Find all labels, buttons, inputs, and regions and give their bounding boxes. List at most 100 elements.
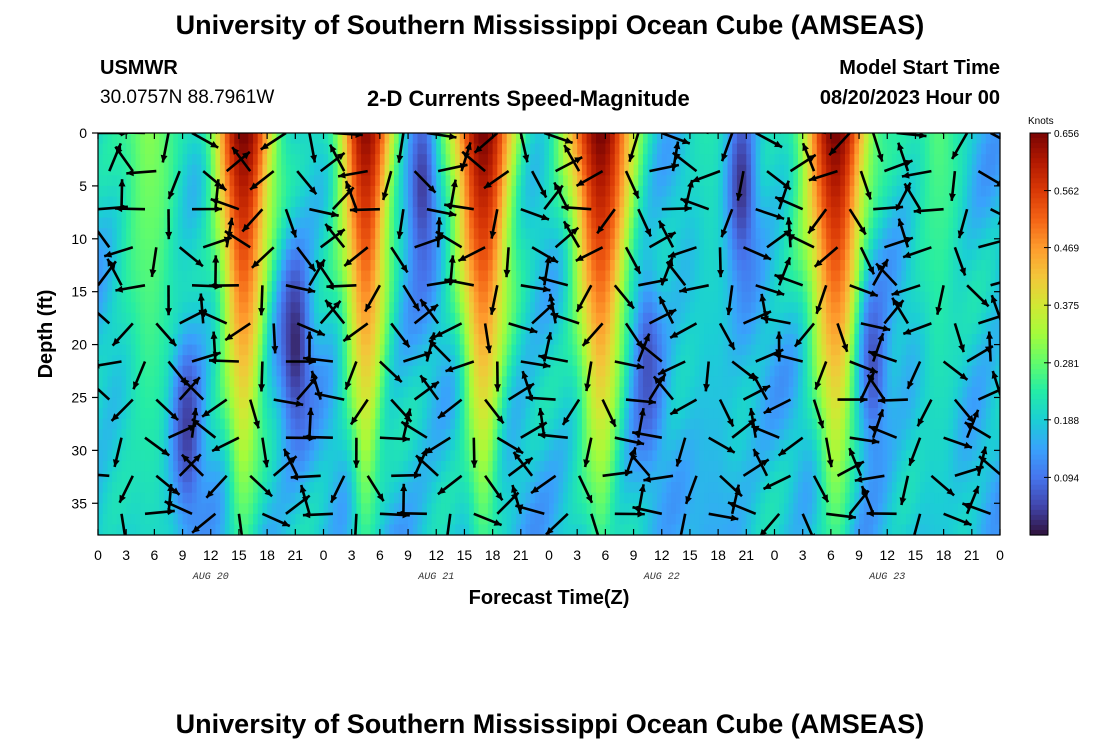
heat-cell [432,207,437,218]
heat-cell [577,186,582,197]
heat-cell [187,175,192,186]
heat-cell [319,376,324,387]
heat-cell [131,196,136,207]
heat-cell [403,366,408,377]
heat-cell [643,387,648,398]
heat-cell [676,419,681,430]
heat-cell [291,144,296,155]
heat-cell [154,196,159,207]
heat-cell [201,493,206,504]
heat-cell [549,165,554,176]
heat-cell [483,376,488,387]
heat-cell [676,239,681,250]
heat-cell [187,514,192,525]
heat-cell [417,334,422,345]
heat-cell [309,228,314,239]
heat-cell [516,292,521,303]
heat-cell [126,450,131,461]
heat-cell [554,440,559,451]
heat-cell [638,144,643,155]
heat-cell [408,366,413,377]
heat-cell [615,271,620,282]
heat-cell [164,366,169,377]
heat-cell [681,345,686,356]
heat-cell [695,440,700,451]
heat-cell [704,440,709,451]
heat-cell [159,207,164,218]
heat-cell [324,397,329,408]
heat-cell [215,493,220,504]
heat-cell [544,387,549,398]
heat-cell [394,440,399,451]
heat-cell [610,196,615,207]
heat-cell [601,450,606,461]
heat-cell [497,154,502,165]
heat-cell [370,440,375,451]
heat-cell [540,260,545,271]
heat-cell [676,429,681,440]
heat-cell [530,440,535,451]
heat-cell [427,366,432,377]
heat-cell [483,355,488,366]
heat-cell [197,366,202,377]
heat-cell [154,334,159,345]
heat-cell [291,186,296,197]
heat-cell [403,175,408,186]
heat-cell [413,133,418,144]
heat-cell [488,387,493,398]
heat-cell [103,429,108,440]
heat-cell [587,271,592,282]
heat-cell [291,292,296,303]
heat-cell [681,165,686,176]
heat-cell [356,175,361,186]
heat-cell [272,450,277,461]
heat-cell [446,218,451,229]
heat-cell [286,313,291,324]
heat-cell [601,408,606,419]
heat-cell [596,196,601,207]
heat-cell [197,503,202,514]
heat-cell [159,249,164,260]
heat-cell [638,323,643,334]
heat-cell [441,419,446,430]
heat-cell [370,175,375,186]
heat-cell [356,493,361,504]
heat-cell [253,429,258,440]
heat-cell [380,472,385,483]
heat-cell [131,302,136,313]
heat-cell [572,461,577,472]
heat-cell [126,514,131,525]
heat-cell [544,440,549,451]
heat-cell [432,144,437,155]
heat-cell [342,366,347,377]
heat-cell [281,271,286,282]
heat-cell [601,429,606,440]
heat-cell [300,334,305,345]
heat-cell [455,228,460,239]
heat-cell [286,196,291,207]
heat-cell [408,144,413,155]
heat-cell [145,482,150,493]
heat-cell [690,249,695,260]
heat-cell [568,503,573,514]
heat-cell [432,165,437,176]
heat-cell [121,376,126,387]
heat-cell [347,397,352,408]
heat-cell [422,472,427,483]
heat-cell [356,366,361,377]
heat-cell [342,207,347,218]
heat-cell [436,366,441,377]
heat-cell [493,144,498,155]
heat-cell [671,524,676,535]
heat-cell [530,345,535,356]
heat-cell [587,503,592,514]
heat-cell [267,429,272,440]
heat-cell [150,154,155,165]
heat-cell [530,228,535,239]
heat-cell [652,175,657,186]
heat-cell [281,355,286,366]
heat-cell [248,461,253,472]
heat-cell [511,429,516,440]
heat-cell [455,524,460,535]
heat-cell [460,271,465,282]
